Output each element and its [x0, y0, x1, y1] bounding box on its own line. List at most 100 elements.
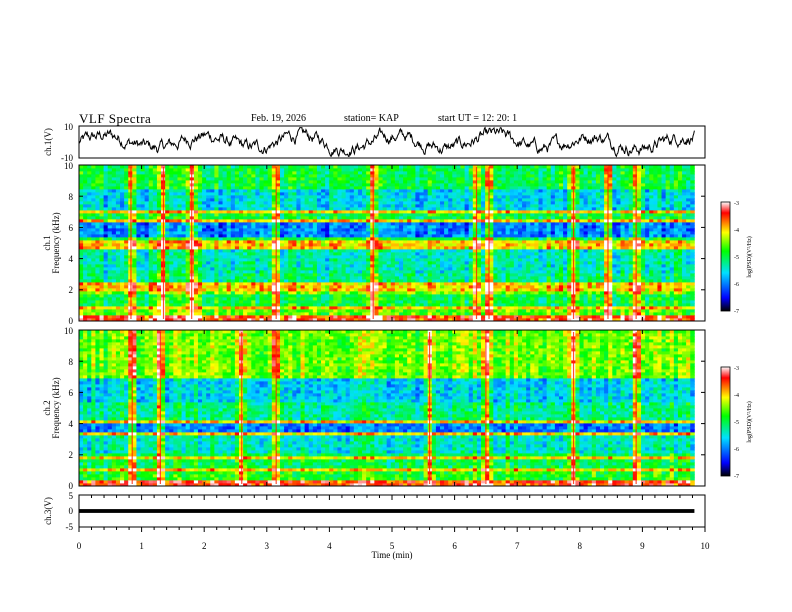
ch1-spec-cell: [337, 225, 342, 229]
ch1-spec-cell: [259, 255, 265, 259]
ch1-spec-cell: [206, 168, 211, 172]
ch1-spec-cell: [460, 258, 466, 262]
ch1-spec-cell: [341, 195, 347, 199]
ch1-spec-cell: [329, 312, 334, 316]
ch1-spec-cell: [394, 228, 400, 232]
ch1-spec-cell: [444, 201, 449, 205]
ch1-spec-cell: [288, 234, 293, 238]
ch1-spec-cell: [394, 255, 400, 259]
ch1-spec-cell: [333, 243, 338, 247]
ch1-spec-cell: [345, 231, 351, 235]
ch1-spec-cell: [353, 234, 359, 238]
ch1-spec-cell: [349, 273, 355, 277]
ch1-spec-cell: [333, 177, 338, 181]
ch1-spec-cell: [173, 198, 178, 202]
ch1-spec-cell: [382, 210, 388, 214]
ch1-spec-cell: [234, 201, 240, 205]
ch1-spec-cell: [329, 237, 334, 241]
ch1-spec-cell: [321, 231, 326, 235]
ch1-spec-cell: [87, 243, 92, 247]
ch1-spec-cell: [99, 315, 105, 319]
ch1-spec-cell: [440, 249, 445, 253]
ch1-spec-cell: [280, 234, 285, 238]
ch1-spec-cell: [243, 192, 248, 196]
ch1-spec-cell: [140, 270, 146, 274]
ch1-spec-cell: [349, 300, 355, 304]
ch1-spec-cell: [308, 216, 314, 220]
ch1-spec-cell: [132, 318, 137, 322]
ch1-spec-cell: [226, 276, 232, 280]
ch1-spec-cell: [234, 258, 240, 262]
ch1-spec-cell: [390, 210, 396, 214]
ch1-spec-cell: [353, 282, 359, 286]
ch1-spec-cell: [325, 204, 330, 208]
ch1-spec-cell: [452, 276, 457, 280]
ch1-spec-cell: [316, 186, 322, 190]
ch1-spec-cell: [259, 165, 265, 169]
ch1-spec-cell: [206, 270, 211, 274]
ch1-spec-cell: [337, 318, 342, 322]
ch1-spec-cell: [415, 228, 420, 232]
ch1-spec-cell: [103, 315, 109, 319]
ch1-spec-cell: [271, 201, 277, 205]
ch1-spec-cell: [140, 258, 146, 262]
ch1-spec-cell: [460, 294, 466, 298]
ch1-spec-cell: [288, 216, 293, 220]
ch1-spec-cell: [115, 177, 121, 181]
ch1-spec-cell: [210, 267, 215, 271]
ch1-spec-cell: [120, 306, 125, 310]
ch1-spec-cell: [337, 273, 342, 277]
ch1-spec-cell: [173, 267, 178, 271]
ch1-spec-cell: [255, 234, 260, 238]
ch1-spec-cell: [144, 249, 150, 253]
ch1-spec-cell: [222, 282, 228, 286]
ch1-spec-cell: [79, 261, 84, 265]
ch1-spec-cell: [91, 180, 96, 184]
ch1-spec-cell: [255, 267, 260, 271]
ch1-spec-cell: [435, 174, 441, 178]
ch1-spec-cell: [357, 282, 363, 286]
ch1-spec-cell: [120, 234, 125, 238]
ch1-spec-cell: [83, 207, 88, 211]
ch1-spec-cell: [407, 222, 412, 226]
ch1-spec-cell: [144, 165, 150, 169]
ch1-spec-cell: [292, 183, 297, 187]
ch1-spec-cell: [243, 240, 248, 244]
ch1-spec-cell: [345, 177, 351, 181]
ch1-spec-cell: [165, 285, 170, 289]
ch1-spec-cell: [148, 225, 154, 229]
ch1-spec-cell: [230, 297, 236, 301]
ch1-spec-cell: [345, 189, 351, 193]
ch1-spec-cell: [124, 192, 129, 196]
ch1-spec-cell: [357, 270, 363, 274]
ch1-spec-cell: [292, 306, 297, 310]
ch1-spec-cell: [234, 243, 240, 247]
ch1-spec-cell: [403, 216, 408, 220]
ch1-spec-cell: [214, 228, 219, 232]
ch1-spec-cell: [435, 213, 441, 217]
ch1-spec-cell: [321, 234, 326, 238]
ch1-spec-cell: [300, 270, 306, 274]
ch1-spec-cell: [325, 216, 330, 220]
ch1-spec-cell: [390, 291, 396, 295]
ch1-spec-cell: [435, 204, 441, 208]
ch1-spec-cell: [267, 246, 273, 250]
ch1-spec-cell: [321, 195, 326, 199]
ch1-spec-cell: [148, 252, 154, 256]
ch1-spec-cell: [394, 177, 400, 181]
ch1-spec-cell: [156, 315, 162, 319]
ch1-spec-cell: [99, 210, 105, 214]
ch1-spec-cell: [222, 261, 228, 265]
ch1-spec-cell: [230, 240, 236, 244]
ch1-spec-cell: [411, 198, 416, 202]
ch1-spec-cell: [234, 171, 240, 175]
ch1-spec-cell: [132, 234, 137, 238]
ch1-spec-cell: [144, 195, 150, 199]
ch1-spec-cell: [156, 207, 162, 211]
ch1-spec-cell: [452, 201, 457, 205]
ch1-spec-cell: [333, 249, 338, 253]
ch1-spec-cell: [173, 165, 178, 169]
ch1-spec-cell: [95, 309, 100, 313]
ch1-spec-cell: [292, 243, 297, 247]
ch1-spec-cell: [304, 264, 310, 268]
